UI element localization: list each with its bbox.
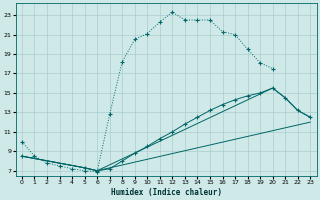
X-axis label: Humidex (Indice chaleur): Humidex (Indice chaleur) — [111, 188, 221, 197]
